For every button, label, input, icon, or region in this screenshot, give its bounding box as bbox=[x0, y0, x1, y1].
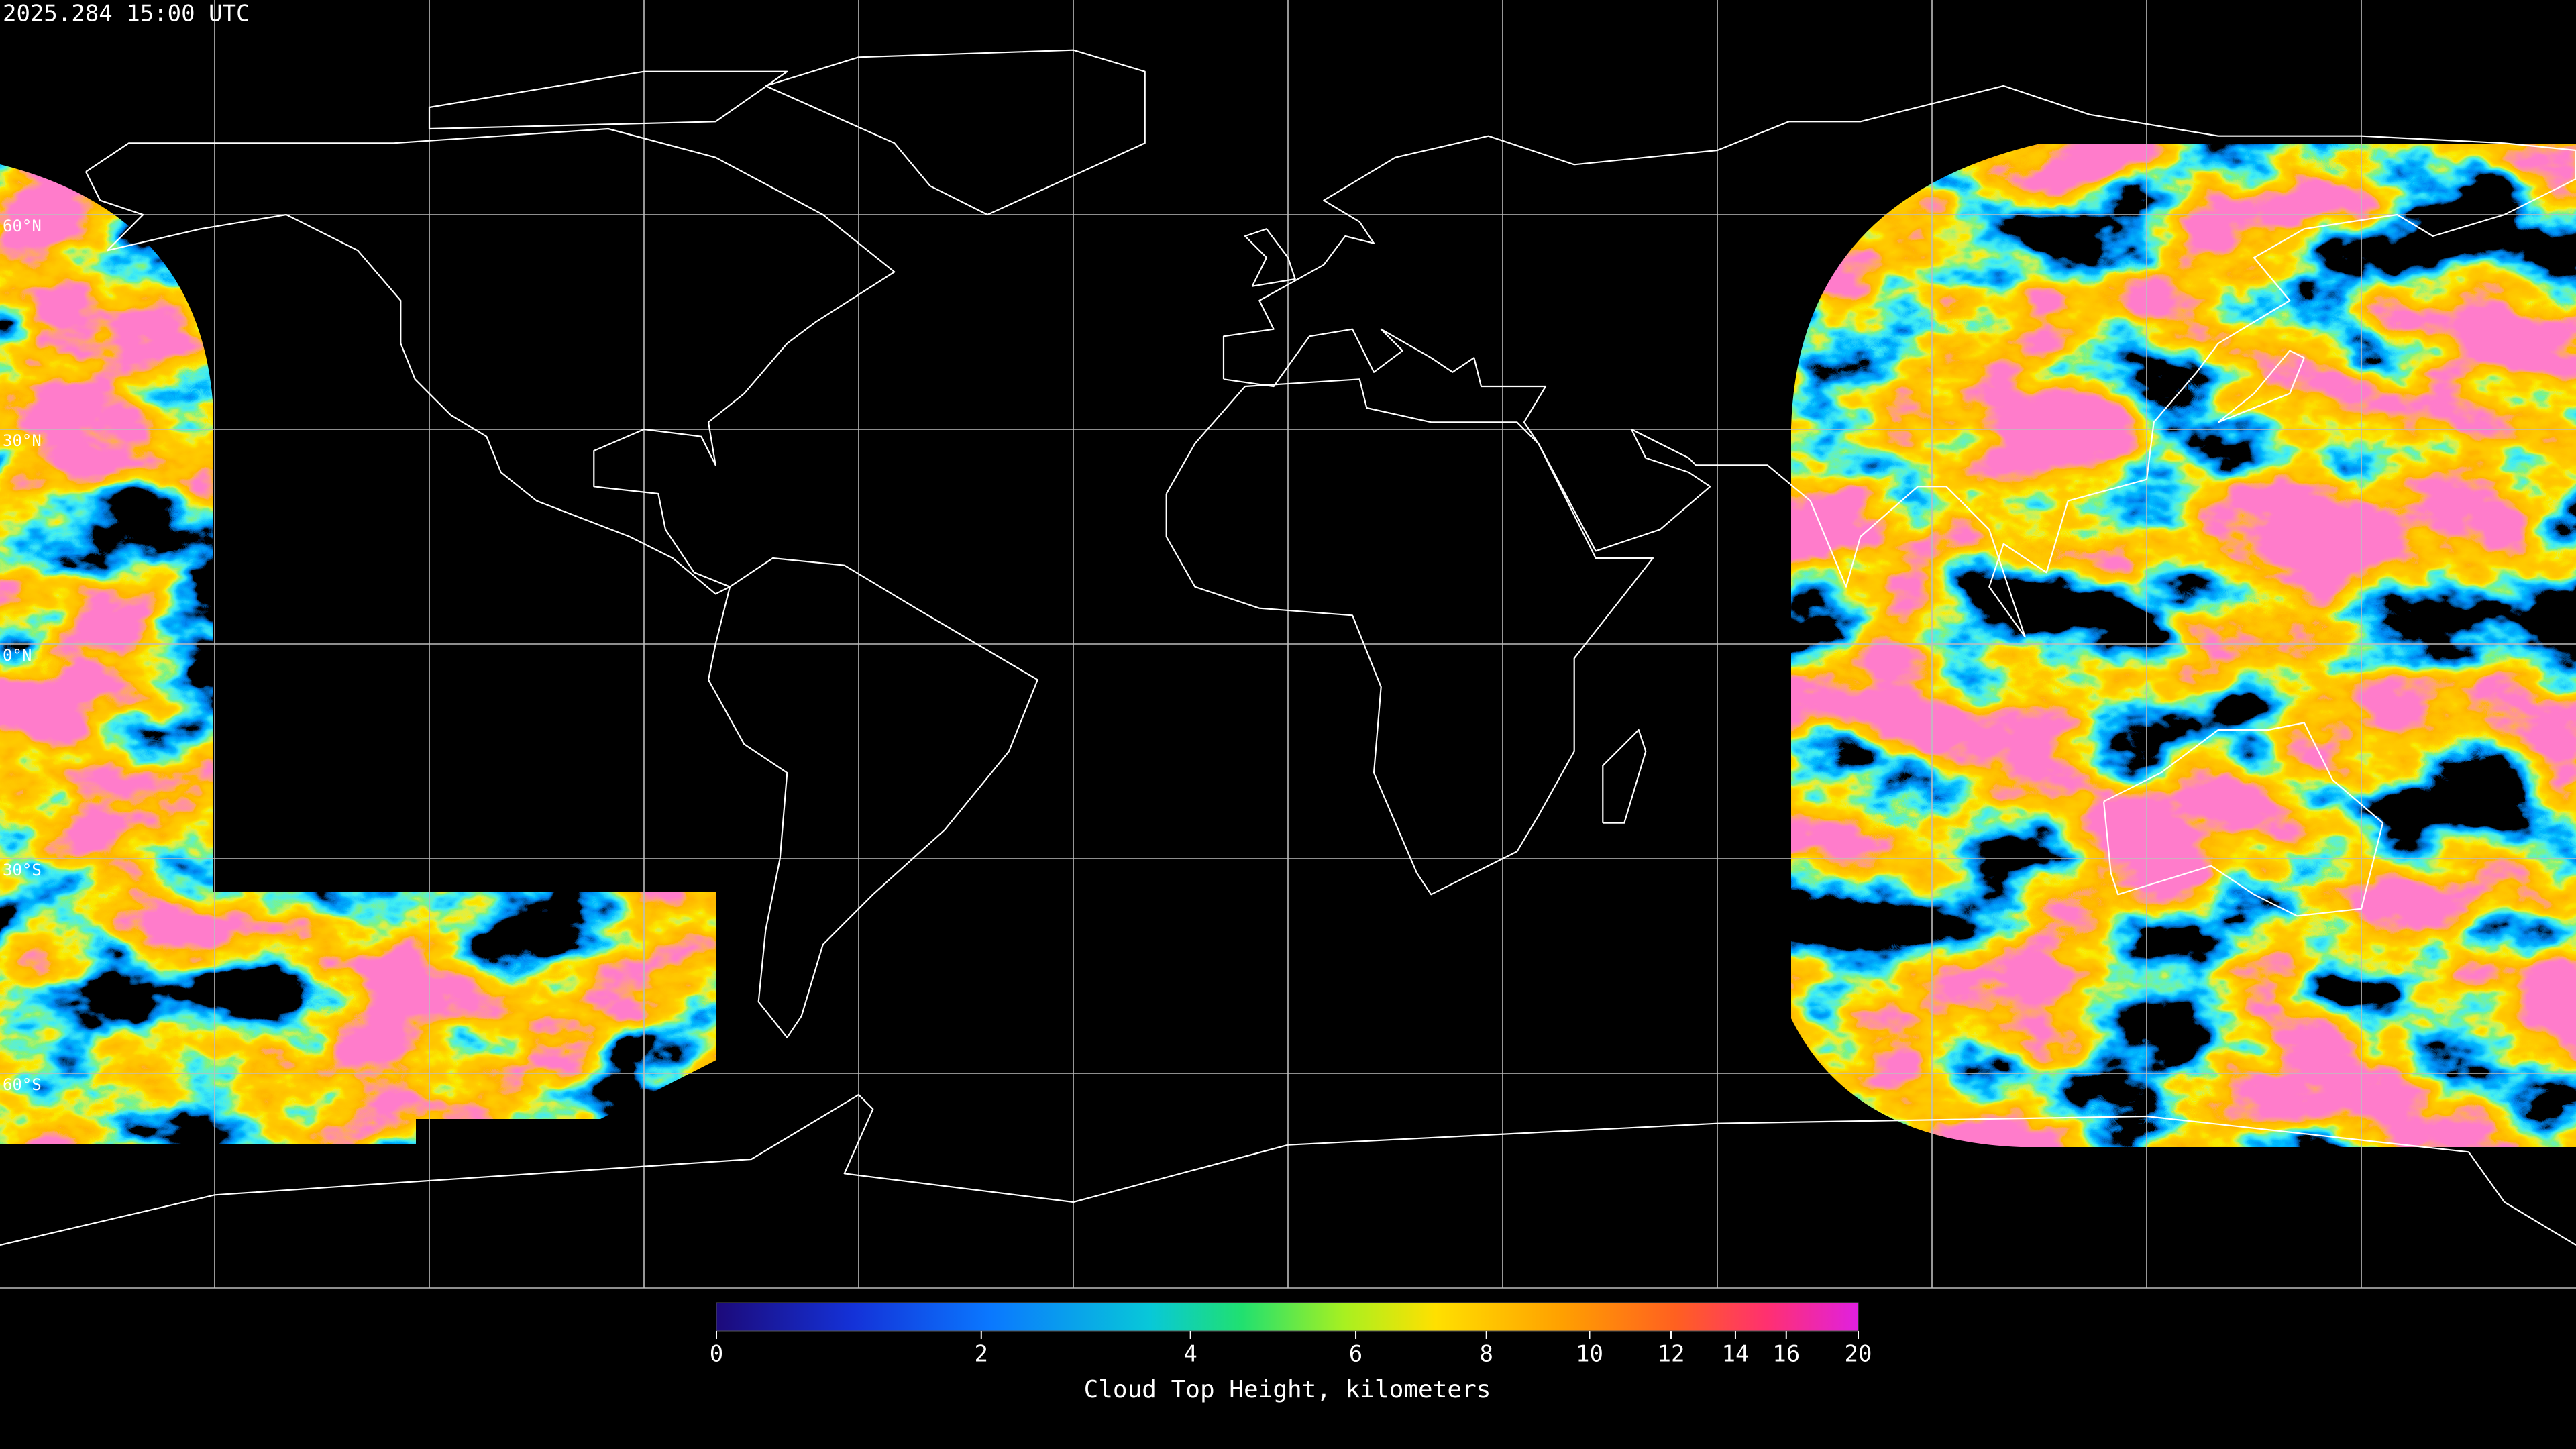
coastline bbox=[0, 1093, 2576, 1246]
cloud-imagery-east bbox=[1791, 144, 2576, 1147]
colorbar: Cloud Top Height, kilometers 0 2 4 6 8 10 12 14… bbox=[710, 1302, 1872, 1403]
cloud-field bbox=[1791, 144, 2576, 1147]
coastline bbox=[1222, 85, 2576, 638]
colorbar-tick-label: 6 bbox=[1349, 1341, 1362, 1368]
timestamp: 2025.284 15:00 UTC bbox=[3, 1, 250, 28]
graticule bbox=[0, 0, 2576, 1288]
latitude-label: 60°N bbox=[3, 217, 42, 235]
colorbar-tick-label: 12 bbox=[1657, 1341, 1684, 1368]
colorbar-tick-label: 14 bbox=[1721, 1341, 1749, 1368]
latitude-label: 0°N bbox=[3, 646, 32, 665]
colorbar-tick-label: 10 bbox=[1576, 1341, 1603, 1368]
colorbar-tick-label: 8 bbox=[1479, 1341, 1493, 1368]
colorbar-tick-label: 0 bbox=[710, 1341, 723, 1368]
coastlines bbox=[0, 49, 2576, 1246]
coastline bbox=[1244, 228, 1296, 287]
colorbar-gradient bbox=[716, 1302, 1859, 1332]
coastline bbox=[428, 70, 788, 130]
latitude-label: 60°S bbox=[3, 1075, 42, 1094]
latitude-label: 30°N bbox=[3, 431, 42, 450]
colorbar-tick-label: 16 bbox=[1772, 1341, 1800, 1368]
colorbar-tick-label: 2 bbox=[975, 1341, 988, 1368]
colorbar-tick-label: 20 bbox=[1845, 1341, 1872, 1368]
colorbar-title: Cloud Top Height, kilometers bbox=[1084, 1376, 1491, 1403]
coastline bbox=[1165, 378, 1654, 896]
coastline bbox=[2102, 722, 2384, 917]
coastline bbox=[765, 49, 1146, 216]
colorbar-tick-label: 4 bbox=[1183, 1341, 1197, 1368]
latitude-labels: 60°N 30°N 0°N 30°S 60°S bbox=[3, 217, 42, 1094]
coastline bbox=[85, 127, 896, 595]
coastline bbox=[2218, 350, 2305, 423]
latitude-label: 30°S bbox=[3, 861, 42, 879]
coastline bbox=[707, 557, 1038, 1038]
coastline bbox=[1602, 729, 1647, 824]
